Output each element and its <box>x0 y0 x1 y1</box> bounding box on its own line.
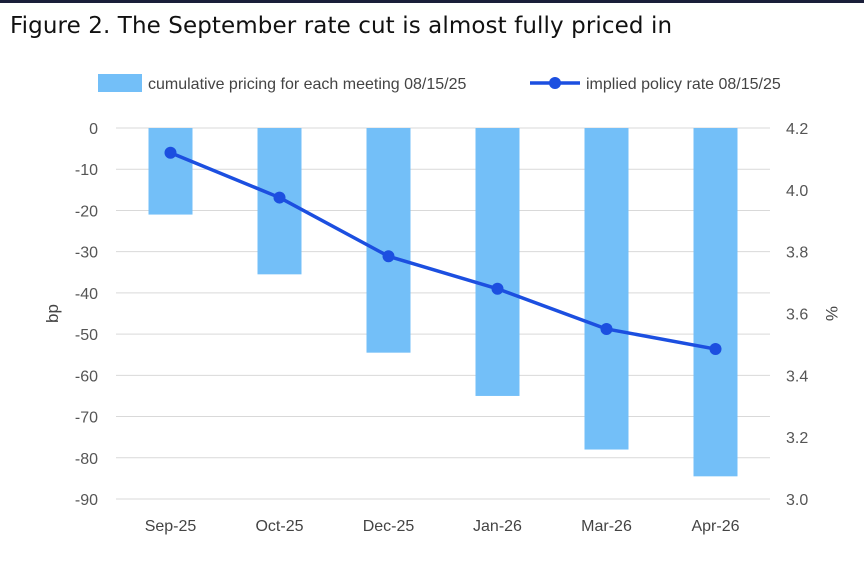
bar <box>148 128 193 215</box>
line-point <box>709 343 722 356</box>
right-tick-label: 4.2 <box>786 121 808 138</box>
line-point <box>600 322 613 335</box>
right-tick-label: 4.0 <box>786 183 808 200</box>
x-tick-label: Mar-26 <box>581 518 632 535</box>
bar-series <box>148 128 738 477</box>
x-tick-label: Jan-26 <box>473 518 522 535</box>
left-tick-label: -80 <box>75 451 98 468</box>
right-tick-label: 3.4 <box>786 368 808 385</box>
top-rule <box>0 0 864 3</box>
line-path <box>169 151 716 351</box>
line-point <box>164 146 177 159</box>
x-tick-label: Dec-25 <box>363 518 415 535</box>
bar <box>584 128 629 450</box>
gridlines <box>116 127 770 500</box>
line-point <box>382 250 395 263</box>
right-tick-label: 3.8 <box>786 245 808 262</box>
x-tick-label: Sep-25 <box>145 518 197 535</box>
figure-title: Figure 2. The September rate cut is almo… <box>10 13 673 39</box>
right-axis-title: % <box>822 306 841 321</box>
right-tick-label: 3.6 <box>786 307 808 324</box>
legend: cumulative pricing for each meeting 08/1… <box>98 74 781 93</box>
left-tick-label: -30 <box>75 245 98 262</box>
bar <box>475 128 520 396</box>
left-tick-label: -10 <box>75 162 98 179</box>
legend-swatch-marker <box>549 77 561 89</box>
line-series <box>164 146 722 356</box>
left-tick-label: -90 <box>75 492 98 509</box>
line-point <box>491 282 504 295</box>
line-point <box>273 191 286 204</box>
right-tick-label: 3.2 <box>786 430 808 447</box>
bar <box>693 128 738 477</box>
axes: 0 -10 -20 -30 -40 -50 -60 -70 -80 -90 4.2 4.0 3.8 3.6… <box>43 121 841 535</box>
bar <box>366 128 411 353</box>
left-tick-label: -70 <box>75 410 98 427</box>
legend-label-bars: cumulative pricing for each meeting 08/1… <box>148 76 467 93</box>
x-tick-label: Oct-25 <box>255 518 303 535</box>
left-tick-label: -50 <box>75 327 98 344</box>
left-tick-label: -40 <box>75 286 98 303</box>
left-axis-title: bp <box>43 304 62 323</box>
left-tick-label: 0 <box>89 121 98 138</box>
x-tick-label: Apr-26 <box>691 518 739 535</box>
legend-swatch-bars <box>98 74 142 92</box>
left-tick-label: -60 <box>75 368 98 385</box>
left-tick-label: -20 <box>75 203 98 220</box>
right-tick-label: 3.0 <box>786 492 808 509</box>
legend-label-line: implied policy rate 08/15/25 <box>586 76 781 93</box>
